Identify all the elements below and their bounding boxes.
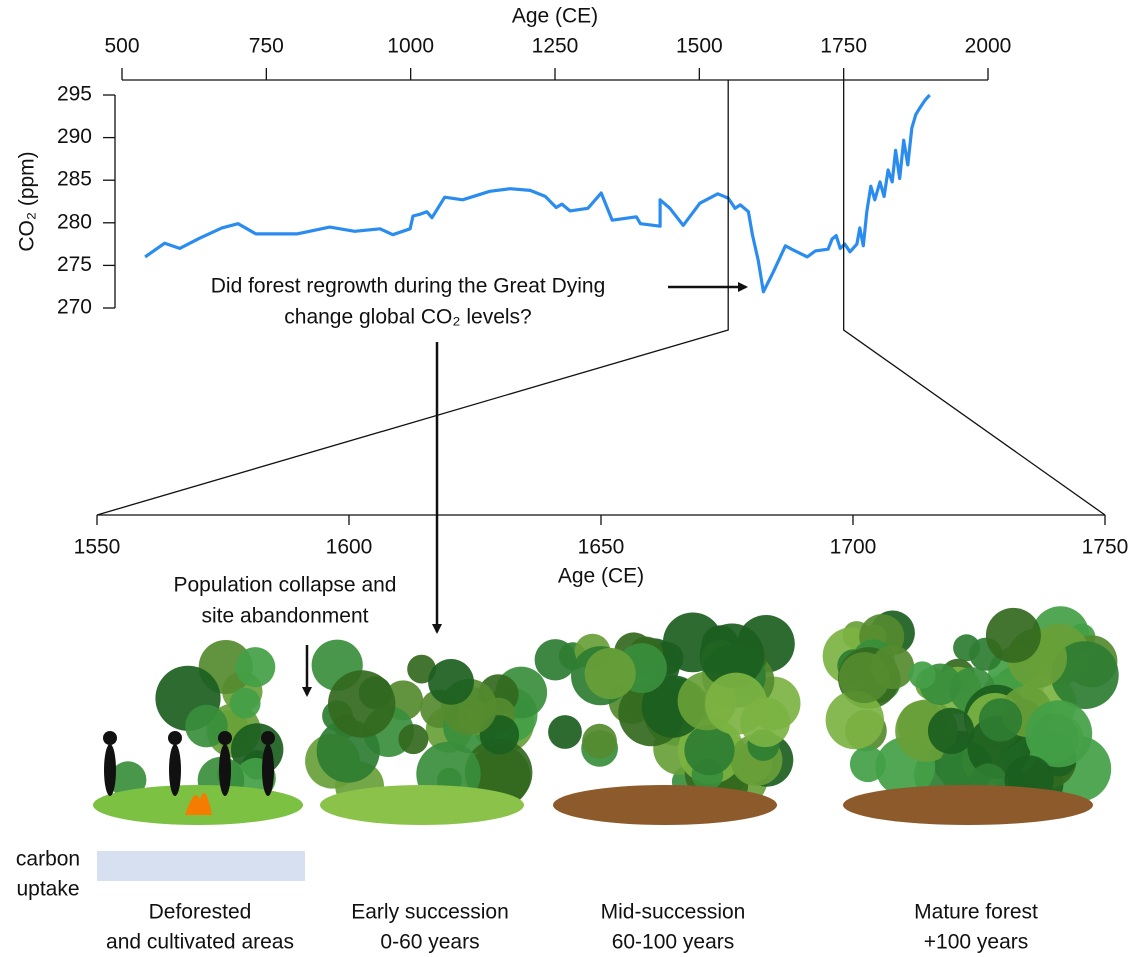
foliage — [985, 607, 1041, 663]
stage-name: Early succession — [351, 901, 509, 924]
y-tick-label: 295 — [57, 83, 92, 106]
stage-detail: 0-60 years — [380, 931, 479, 954]
carbon-label: carbon — [16, 848, 80, 871]
annotation: site abandonment — [202, 605, 369, 628]
person — [219, 744, 231, 796]
x-tick-label: 1600 — [326, 536, 373, 559]
zoom-connector — [96, 80, 729, 516]
person-head — [261, 731, 275, 745]
y-tick-label: 270 — [57, 296, 92, 319]
x-tick-label: 1250 — [532, 35, 579, 58]
ground — [553, 785, 777, 825]
foliage — [908, 661, 936, 689]
foliage — [534, 639, 576, 681]
foliage — [328, 670, 396, 738]
y-tick-label: 275 — [57, 253, 92, 276]
y-axis-title: CO₂ (ppm) — [16, 151, 39, 251]
person-head — [103, 731, 117, 745]
foliage — [428, 659, 474, 705]
y-tick-label: 285 — [57, 168, 92, 191]
foliage — [582, 723, 617, 759]
x-axis-title: Age (CE) — [558, 565, 644, 588]
foliage — [235, 647, 276, 688]
stage-detail: +100 years — [924, 931, 1029, 954]
person-head — [168, 731, 182, 745]
x-tick-label: 1700 — [830, 536, 877, 559]
stage-detail: and cultivated areas — [106, 931, 294, 954]
foliage — [548, 715, 582, 749]
stage-name: Deforested — [149, 901, 252, 924]
foliage — [705, 672, 768, 735]
foliage — [1050, 641, 1119, 709]
foliage — [825, 690, 884, 750]
annotation: change global CO₂ levels? — [284, 306, 531, 329]
foliage — [699, 623, 765, 688]
foliage — [398, 724, 429, 755]
foliage — [927, 707, 975, 755]
foliage — [849, 746, 886, 783]
zoom-connector — [843, 80, 1106, 516]
foliage — [978, 698, 1023, 742]
ground — [320, 785, 524, 825]
foliage — [185, 704, 228, 748]
x-tick-label: 750 — [249, 35, 284, 58]
person — [262, 744, 274, 796]
illustrations — [93, 606, 1119, 825]
x-tick-label: 1500 — [676, 35, 723, 58]
annotation: Population collapse and — [173, 574, 396, 597]
carbon-uptake-bar — [97, 851, 305, 881]
foliage — [1025, 700, 1093, 768]
x-tick-label: 500 — [104, 35, 139, 58]
fire — [185, 792, 212, 815]
person — [169, 744, 181, 796]
x-axis-title: Age (CE) — [512, 5, 598, 28]
foliage — [229, 687, 261, 719]
stage-name: Mid-succession — [601, 901, 746, 924]
x-tick-label: 1000 — [387, 35, 434, 58]
foliage — [584, 647, 636, 700]
x-tick-label: 1550 — [74, 536, 121, 559]
stage-detail: 60-100 years — [612, 931, 735, 954]
stage-name: Mature forest — [914, 901, 1038, 924]
co2-line — [144, 93, 931, 294]
y-tick-label: 280 — [57, 210, 92, 233]
x-tick-label: 1650 — [578, 536, 625, 559]
carbon-label: uptake — [16, 878, 79, 901]
ground — [843, 785, 1093, 825]
foliage — [684, 724, 735, 776]
y-tick-label: 290 — [57, 125, 92, 148]
x-tick-label: 2000 — [965, 35, 1012, 58]
foliage — [838, 652, 890, 704]
annotation: Did forest regrowth during the Great Dyi… — [211, 275, 606, 298]
person — [104, 744, 116, 796]
x-tick-label: 1750 — [1082, 536, 1129, 559]
person-head — [218, 731, 232, 745]
x-tick-label: 1750 — [820, 35, 867, 58]
